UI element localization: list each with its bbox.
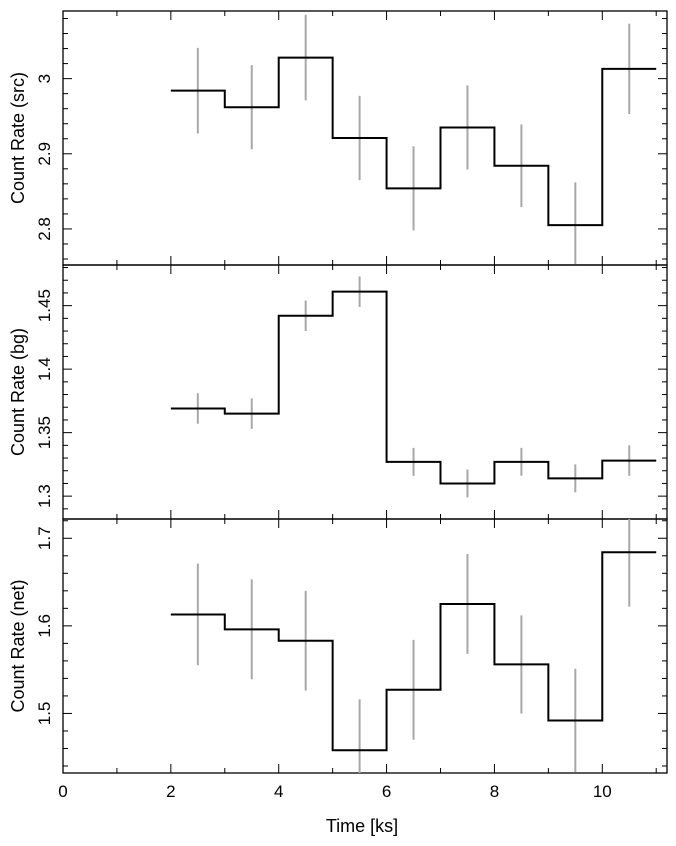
rate-step-line [170, 551, 657, 752]
panel-1: 2.8 2.9 3 Count Rate (src) [8, 10, 668, 266]
x-tick-label: 2 [166, 782, 175, 801]
y-axis-label: Count Rate (bg) [8, 328, 28, 456]
y-tick-label: 2.8 [35, 217, 54, 241]
y-tick-label: 1.5 [35, 702, 54, 726]
x-tick-label: 10 [593, 782, 612, 801]
x-tick-label: 4 [274, 782, 283, 801]
x-axis-label: Time [ks] [326, 816, 398, 836]
y-axis-label: Count Rate (src) [8, 72, 28, 204]
rate-step-line [170, 290, 657, 485]
x-tick-label: 0 [58, 782, 67, 801]
y-tick-label: 1.35 [35, 416, 54, 449]
y-tick-label: 1.7 [35, 526, 54, 550]
y-tick-label: 3 [35, 74, 54, 83]
y-axis-label: Count Rate (net) [8, 579, 28, 712]
panel-2: 1.3 1.35 1.4 1.45 Count Rate (bg) [8, 264, 668, 520]
panel-3: 1.5 1.6 1.7 Count Rate (net) 0 2 4 6 8 10 [8, 518, 668, 801]
y-tick-label: 1.45 [35, 289, 54, 322]
rate-step-line [170, 56, 657, 227]
panel-frame [62, 264, 668, 520]
y-tick-label: 1.6 [35, 614, 54, 638]
y-tick-label: 1.4 [35, 357, 54, 381]
y-tick-label: 1.3 [35, 484, 54, 508]
y-tick-label: 2.9 [35, 142, 54, 166]
x-tick-label: 6 [382, 782, 391, 801]
panel-frame [62, 518, 668, 774]
x-tick-label: 8 [490, 782, 499, 801]
